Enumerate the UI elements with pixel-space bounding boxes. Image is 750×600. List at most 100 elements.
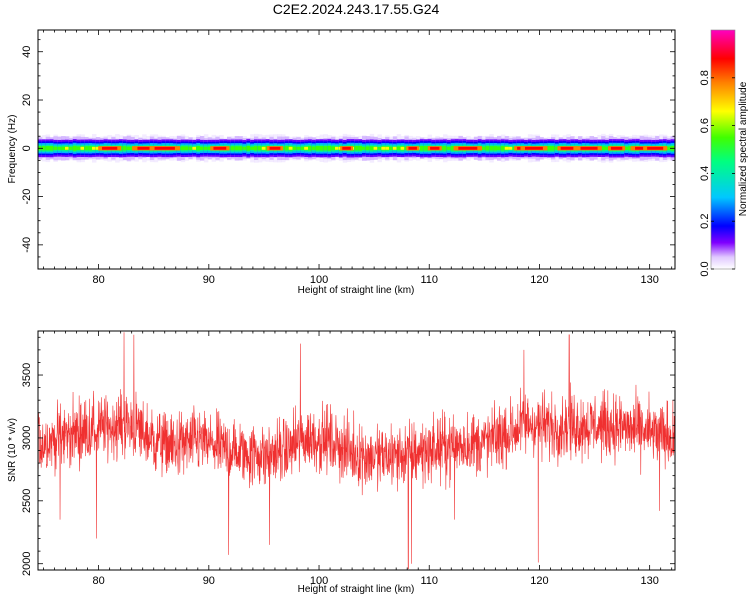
spectrogram-cell — [446, 146, 452, 150]
spectrogram-cell — [315, 146, 321, 151]
spectrogram-cell — [281, 146, 286, 151]
spectrogram-peak — [430, 146, 440, 150]
spectrogram-xtick-label: 80 — [92, 274, 104, 286]
colorbar-tick-label: 0.8 — [699, 70, 711, 85]
snr-xtick-label: 80 — [92, 575, 104, 587]
spectrogram-cell — [628, 146, 633, 151]
spectrogram-cell — [605, 146, 610, 150]
spectrogram-ytick-label: 0 — [21, 145, 33, 151]
spectrogram-cell — [419, 145, 425, 151]
spectrogram-cell — [601, 146, 606, 151]
colorbar-tick-label: 0.4 — [699, 166, 711, 181]
spectrogram-cell — [369, 146, 375, 151]
snr-ytick-label: 2500 — [21, 489, 33, 513]
colorbar-frame — [710, 29, 736, 270]
spectrogram-cell — [126, 146, 132, 151]
spectrogram-cell — [666, 146, 672, 151]
spectrogram-cell — [365, 146, 371, 151]
spectrogram-cell — [49, 146, 55, 151]
spectrogram-cell — [45, 146, 51, 151]
spectrogram-cell — [423, 146, 429, 151]
spectrogram-cell — [296, 146, 301, 150]
spectrogram-xtick-label: 110 — [420, 274, 438, 286]
spectrogram-cell — [200, 146, 205, 150]
spectrogram-cell — [485, 146, 490, 151]
colorbar-tick-label: 0.0 — [699, 261, 711, 276]
spectrogram-cell — [207, 146, 213, 150]
spectrogram-cell — [184, 146, 190, 151]
spectrogram-cell — [319, 146, 325, 151]
spectrogram-band — [38, 133, 675, 163]
spectrogram-ytick-label: 40 — [21, 46, 33, 58]
spectrogram-peak — [213, 146, 227, 150]
spectrogram-cell — [246, 145, 251, 151]
spectrogram-cell — [68, 146, 74, 150]
spectrogram-cell — [72, 145, 78, 151]
spectrogram-cell — [300, 146, 305, 150]
snr-ytick-label: 3500 — [21, 363, 33, 387]
spectrogram-cell — [180, 146, 186, 151]
spectrogram-peak — [580, 146, 598, 150]
spectrogram-cell — [554, 146, 560, 150]
spectrogram-cell — [547, 146, 552, 151]
spectrogram-cell — [493, 146, 498, 151]
spectrogram-cell — [61, 146, 66, 151]
spectrogram-cell — [84, 146, 89, 151]
spectrogram-cell — [230, 146, 236, 151]
snr-ytick-label: 2000 — [21, 551, 33, 575]
colorbar-label: Normalized spectral amplitude — [738, 81, 749, 216]
spectrogram-cell — [323, 146, 328, 151]
spectrogram-cell — [500, 146, 506, 151]
spectrogram-peak — [647, 146, 664, 150]
colorbar-axes: 0.0 0.2 0.4 0.6 0.8 — [699, 29, 736, 277]
spectrogram-cell — [188, 146, 193, 151]
spectrogram-cell — [257, 146, 263, 151]
spectrogram-ytick-label: -40 — [21, 237, 33, 253]
spectrogram-cell — [327, 145, 332, 151]
spectrogram-cell — [250, 146, 255, 150]
spectrogram-peak — [458, 146, 478, 150]
spectrogram-peak — [524, 146, 543, 150]
snr-xtick-label: 130 — [640, 575, 658, 587]
spectrogram-cell — [308, 146, 313, 151]
spectrogram-cell — [88, 146, 93, 151]
spectrogram-cell — [389, 146, 394, 151]
spectrogram-cell — [481, 146, 487, 150]
spectrogram-cell — [396, 146, 402, 151]
snr-xtick-label: 120 — [530, 575, 548, 587]
spectrogram-peak — [610, 146, 623, 150]
spectrogram-cell — [76, 146, 82, 151]
spectrogram-cell — [624, 146, 629, 150]
spectrogram-peak — [269, 146, 281, 150]
spectrogram-panel: 80 90 100 110 120 130 40 20 0 -20 -40 Height of st… — [7, 29, 676, 296]
spectrogram-cell — [443, 146, 448, 151]
spectrogram-cell — [450, 146, 456, 151]
snr-ytick-label: 3000 — [21, 426, 33, 450]
spectrogram-cell — [57, 146, 62, 150]
colorbar-gradient — [711, 30, 735, 269]
spectrogram-xtick-label: 120 — [530, 274, 548, 286]
spectrogram-peak — [154, 146, 175, 150]
spectrogram-cell — [497, 146, 502, 151]
spectrogram-cell — [284, 146, 290, 151]
snr-ylabel: SNR (10 * v/v) — [7, 418, 18, 482]
spectrogram-cell — [119, 145, 124, 151]
spectrogram-cell — [203, 146, 209, 150]
spectrogram-ylabel: Frequency (Hz) — [7, 115, 18, 184]
colorbar-tick-label: 0.2 — [699, 214, 711, 229]
spectrogram-cell — [196, 146, 201, 151]
spectrogram-ytick-label: -20 — [21, 189, 33, 205]
snr-xtick-label: 110 — [420, 575, 438, 587]
spectrogram-cell — [354, 146, 359, 151]
colorbar: 0.0 0.2 0.4 0.6 0.8 Normalized spectral ampl… — [699, 29, 749, 277]
spectrogram-cell — [551, 146, 556, 151]
snr-xtick-label: 90 — [203, 575, 215, 587]
spectrogram-peak — [342, 146, 351, 150]
spectrogram-frame — [37, 29, 676, 270]
spectrogram-cell — [292, 146, 298, 150]
spectrogram-cell — [234, 146, 240, 151]
spectrogram-axes: 80 90 100 110 120 130 40 20 0 -20 -40 — [21, 30, 675, 286]
spectrogram-cell — [122, 146, 128, 151]
spectrogram-cell — [377, 146, 382, 150]
